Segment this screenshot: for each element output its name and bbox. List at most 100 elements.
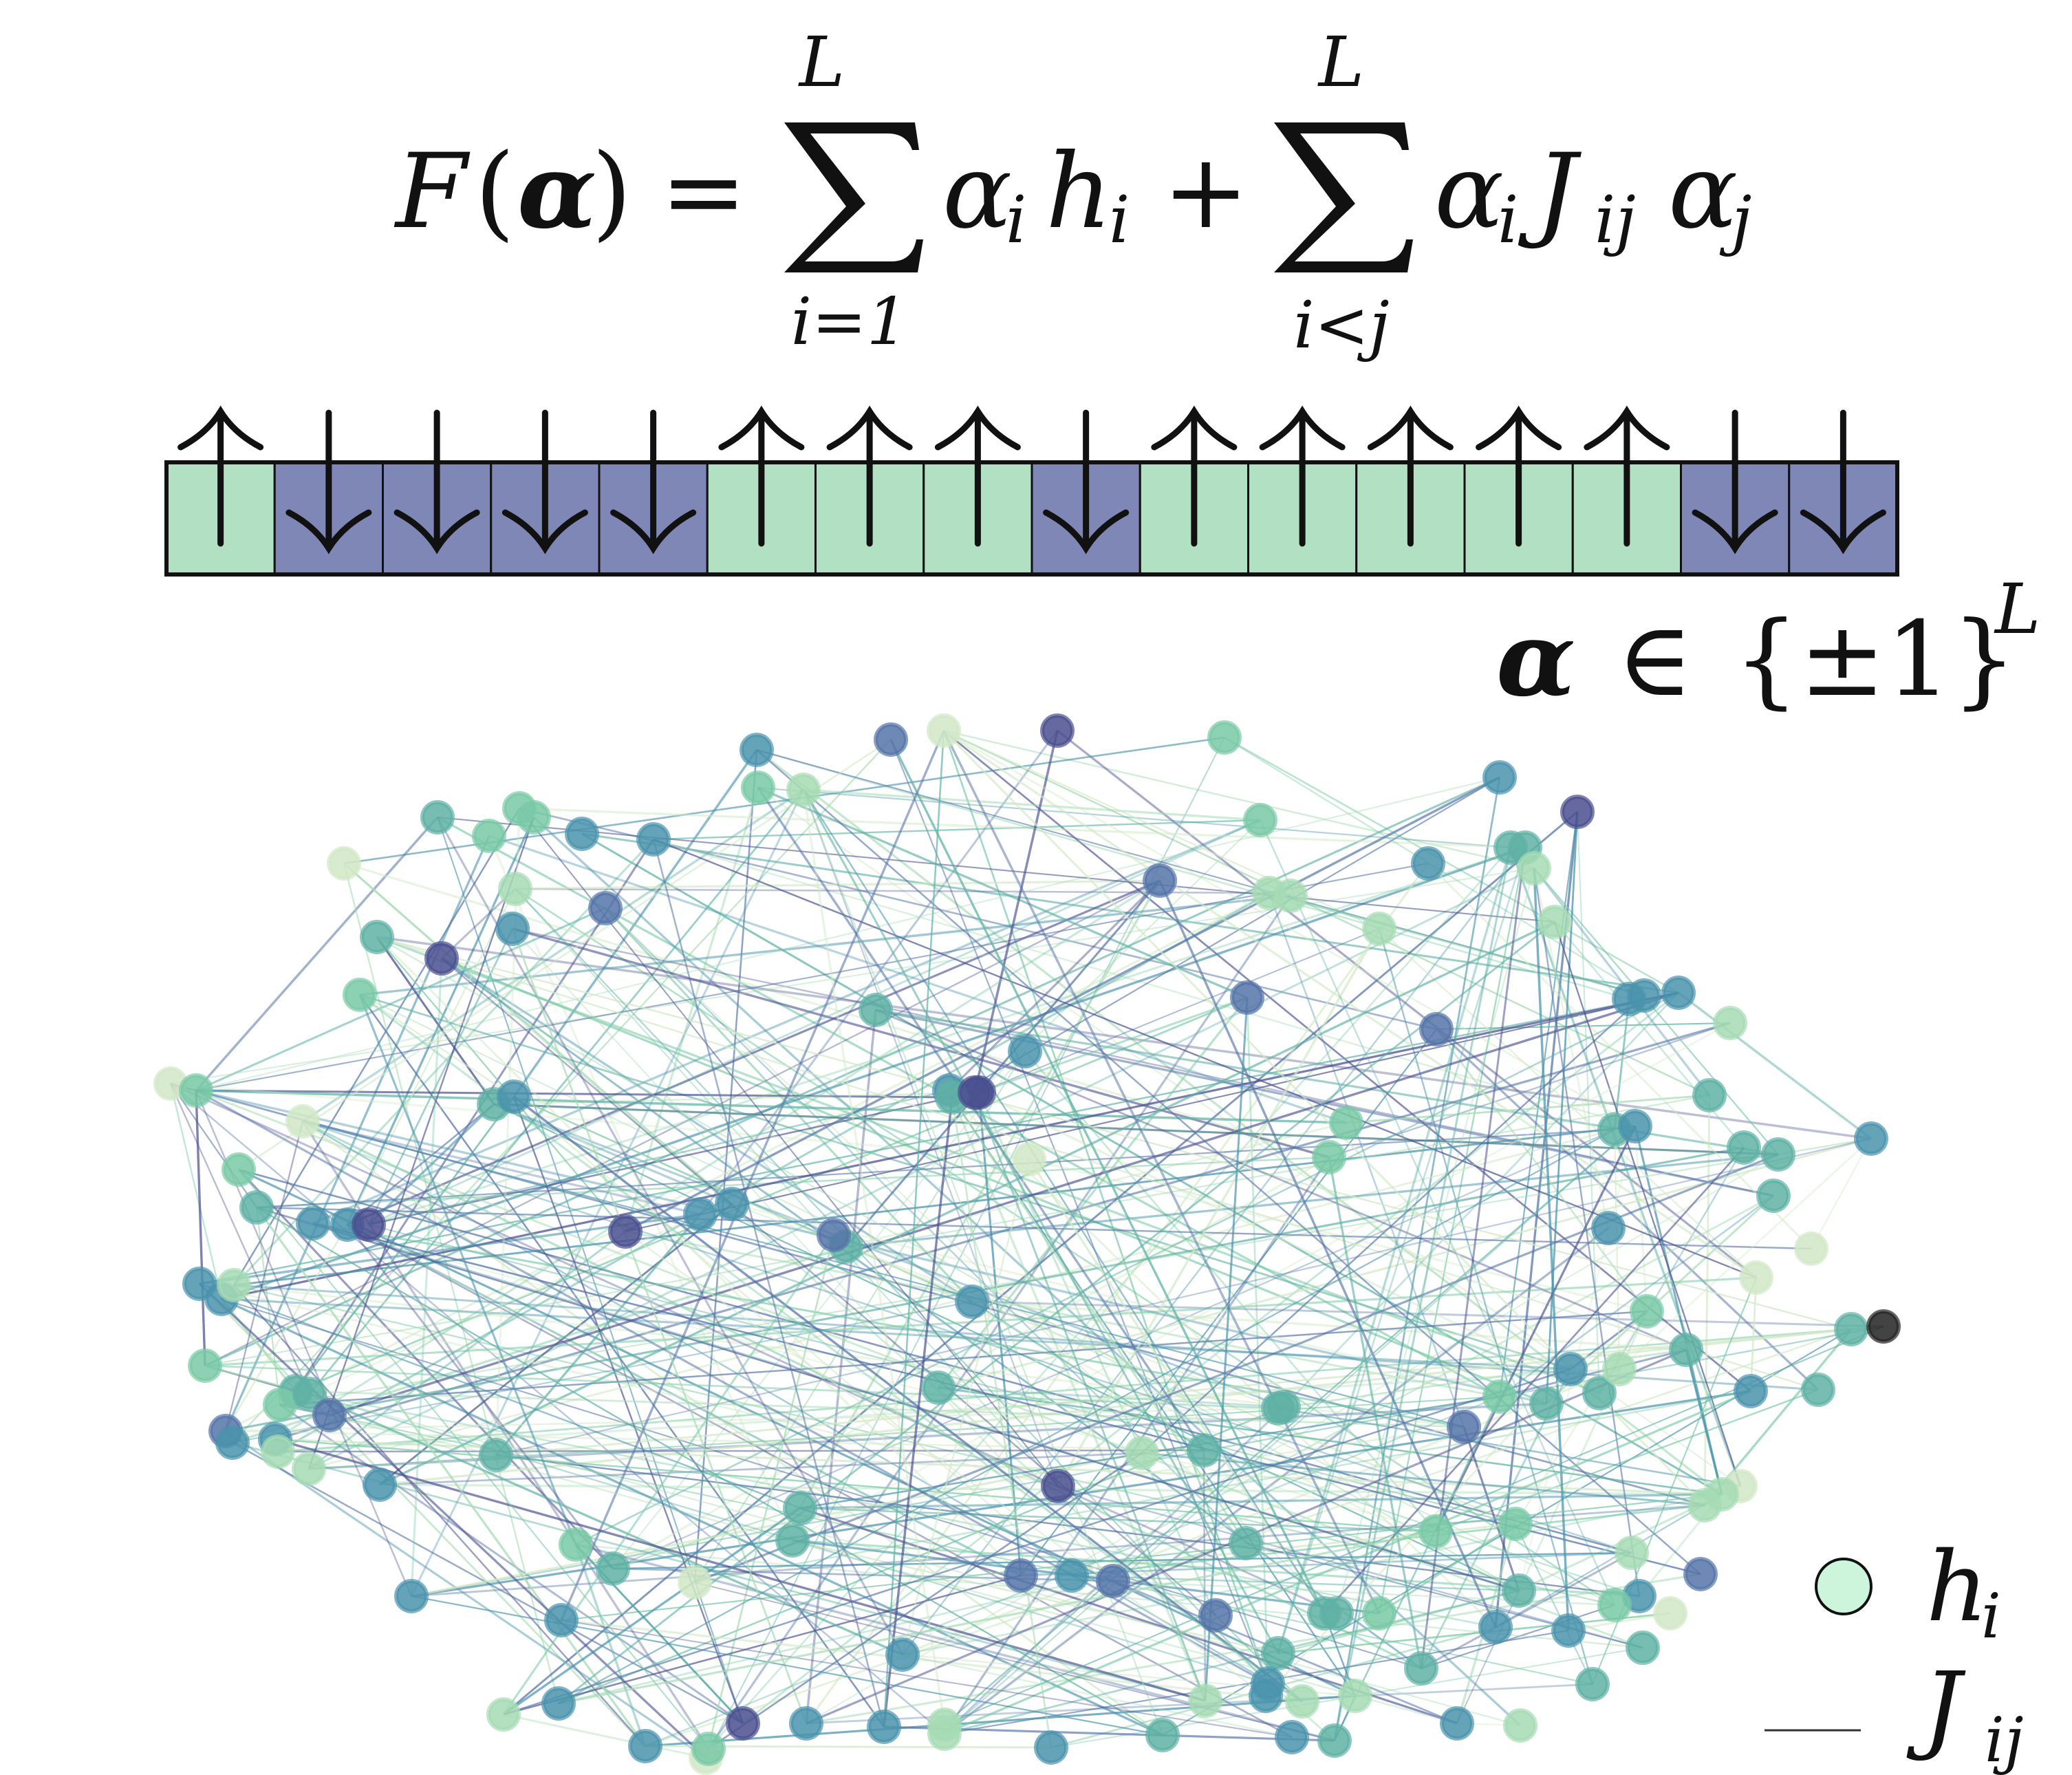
term2-alpha: α [1434, 132, 1504, 252]
graph-node [1419, 1012, 1454, 1046]
graph-node [1582, 1376, 1617, 1410]
graph-node [859, 993, 893, 1027]
graph-edge [274, 1438, 1206, 1702]
graph-node [360, 920, 394, 954]
graph-node [1207, 720, 1242, 755]
graph-edge [232, 1441, 744, 1725]
graph-edge [195, 776, 1500, 1092]
graph-node [215, 1426, 250, 1460]
graph-edge [561, 1619, 1303, 1703]
graph-edge [312, 1222, 1701, 1575]
graph-edge [645, 1695, 1356, 1747]
graph-node [343, 978, 377, 1012]
graph-edge [1499, 1194, 1774, 1398]
graph-edge [1749, 1277, 1758, 1392]
graph-edge [1057, 729, 1757, 1279]
graph-edge [652, 839, 885, 1728]
graph-node [1756, 1179, 1791, 1213]
graph-edge [493, 1103, 1520, 1592]
graph-edge [436, 817, 904, 1655]
graph-edge [358, 994, 577, 1545]
graph-edge [343, 862, 733, 1205]
graph-edge [512, 1096, 744, 1724]
graph-edge [1811, 1138, 1872, 1249]
graph-edge [1435, 1388, 1819, 1533]
graph-edge [195, 816, 439, 1092]
graph-node [596, 1551, 630, 1586]
graph-edge [277, 1328, 1852, 1453]
graph-node [394, 1579, 429, 1613]
graph-node [1597, 1588, 1632, 1622]
graph-edge [792, 1539, 1279, 1655]
eq-close-paren: ) [592, 132, 632, 252]
graph-node [292, 1377, 327, 1411]
domain-sup: L [1994, 569, 2040, 649]
graph-node [1653, 1596, 1687, 1631]
graph-node [1143, 863, 1177, 898]
spin-up-arrow [177, 405, 264, 547]
graph-edge [309, 1392, 903, 1656]
graph-edge [343, 863, 560, 1704]
graph-edge [279, 1310, 1648, 1406]
term1-alpha-sub: i [1006, 182, 1026, 258]
graph-edge [802, 789, 1059, 1487]
graph-edge [503, 1507, 801, 1716]
graph-edge [1057, 1485, 1643, 1649]
graph-edge [944, 1126, 1636, 1734]
graph-node [541, 1686, 576, 1721]
graph-edge [503, 1713, 706, 1759]
graph-edge [875, 1009, 1687, 1351]
graph-edge [410, 958, 443, 1597]
graph-edge [944, 1326, 1884, 1725]
graph-node [420, 800, 455, 835]
graph-node [1734, 1374, 1768, 1408]
graph-node [1482, 1379, 1517, 1414]
graph-node [1537, 905, 1572, 939]
graph-edge [379, 1328, 1852, 1486]
graph-node [1794, 1231, 1828, 1266]
graph-nodes [153, 713, 1901, 1775]
domain-in: ∈ [1617, 600, 1693, 720]
graph-edge [495, 1454, 1640, 1598]
domain-set: {±1} [1734, 600, 2017, 720]
graph-edge [493, 1103, 1779, 1156]
graph-node [1683, 1557, 1718, 1591]
graph-node [955, 1284, 989, 1319]
graph-edge [503, 810, 1578, 1716]
graph-edge [169, 1083, 311, 1395]
graph-node [1198, 1598, 1233, 1633]
graph-node [1418, 1514, 1453, 1549]
graph-edge [1634, 1126, 1648, 1312]
graph-node [1338, 1679, 1372, 1713]
spin-up-arrow [1367, 405, 1454, 547]
graph-edge [1335, 868, 1535, 1614]
graph-node [1275, 1720, 1309, 1754]
sum1-lower: i=1 [791, 284, 908, 360]
graph-edge [511, 928, 808, 1724]
graph-edge [221, 1298, 1571, 1370]
graph-edge [195, 1089, 1547, 1405]
graph-node [1854, 1121, 1888, 1156]
graph-edge [195, 1089, 1347, 1124]
graph-edge [1545, 811, 1579, 1404]
graph-edge [255, 1207, 281, 1406]
graph-node [1553, 1352, 1588, 1386]
graph-edge [376, 936, 1872, 1140]
graph-edge [220, 838, 655, 1300]
graph-node [296, 1206, 330, 1240]
graph-node [715, 1187, 749, 1221]
graph-edge [347, 1223, 1022, 1577]
graph-node [1630, 1294, 1664, 1328]
graph-edge [204, 1276, 1757, 1367]
eq-F: F [393, 132, 471, 252]
graph-edge [204, 1364, 1279, 1410]
graph-edge [195, 1090, 206, 1366]
graph-edge [376, 936, 495, 1105]
graph-node [927, 1717, 962, 1751]
graph-edge [512, 1095, 1304, 1703]
graph-edge [938, 1386, 1723, 1496]
graph-edge [302, 1120, 1632, 1554]
graph-node [261, 1434, 295, 1469]
graph-node [1517, 851, 1551, 885]
graph-edge [802, 789, 1280, 1654]
